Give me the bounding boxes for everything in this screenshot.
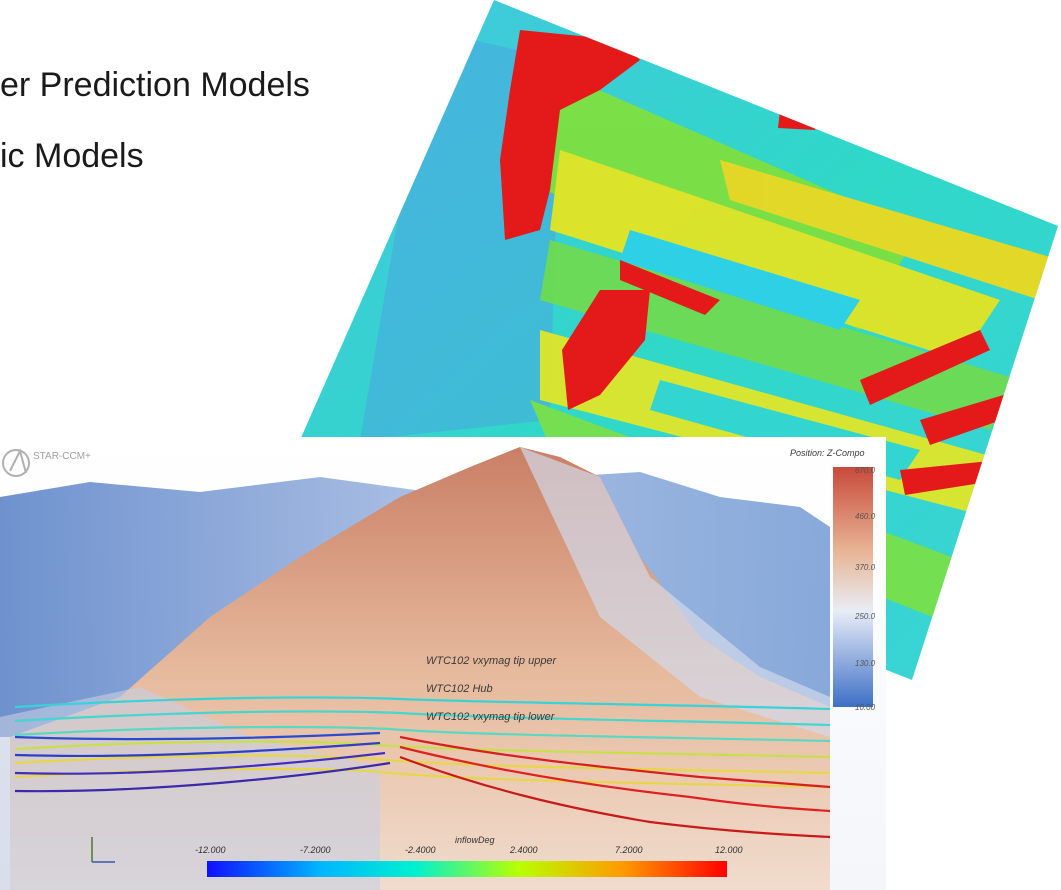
axis-triad-icon — [91, 837, 115, 863]
colorbar-tick: 2.4000 — [510, 845, 538, 855]
scale-label: 10.00 — [855, 703, 876, 712]
streamlines — [14, 696, 831, 839]
scale-label: 460.0 — [855, 512, 876, 521]
colorbar-tick: 12.000 — [715, 845, 743, 855]
colorbar-tick: -7.2000 — [300, 845, 331, 855]
vertical-scale-bar — [833, 467, 873, 707]
terrain-heatmap-image — [300, 0, 1058, 680]
colorbar-tick: -2.4000 — [405, 845, 436, 855]
scale-label: 130.0 — [855, 659, 876, 668]
cfd-terrain-image — [0, 437, 886, 890]
bullet-line-power-prediction: er Prediction Models — [0, 66, 310, 104]
scale-label: 250.0 — [855, 612, 876, 621]
scale-label: 670.0 — [855, 466, 876, 475]
annotation-hub: WTC102 Hub — [426, 683, 493, 695]
colorbar-tick: -12.000 — [195, 845, 226, 855]
colorbar-title: inflowDeg — [455, 835, 495, 845]
scale-label: 370.0 — [855, 563, 876, 572]
star-ccm-logo-icon — [2, 448, 30, 477]
position-title: Position: Z-Compo — [790, 448, 865, 458]
colorbar-tick: 7.2000 — [615, 845, 643, 855]
bullet-line-models: ic Models — [0, 137, 144, 175]
annotation-tip-upper: WTC102 vxymag tip upper — [426, 655, 557, 667]
annotation-tip-lower: WTC102 vxymag tip lower — [426, 711, 555, 723]
inflow-colorbar — [207, 861, 727, 877]
logo-text: STAR-CCM+ — [33, 451, 91, 462]
